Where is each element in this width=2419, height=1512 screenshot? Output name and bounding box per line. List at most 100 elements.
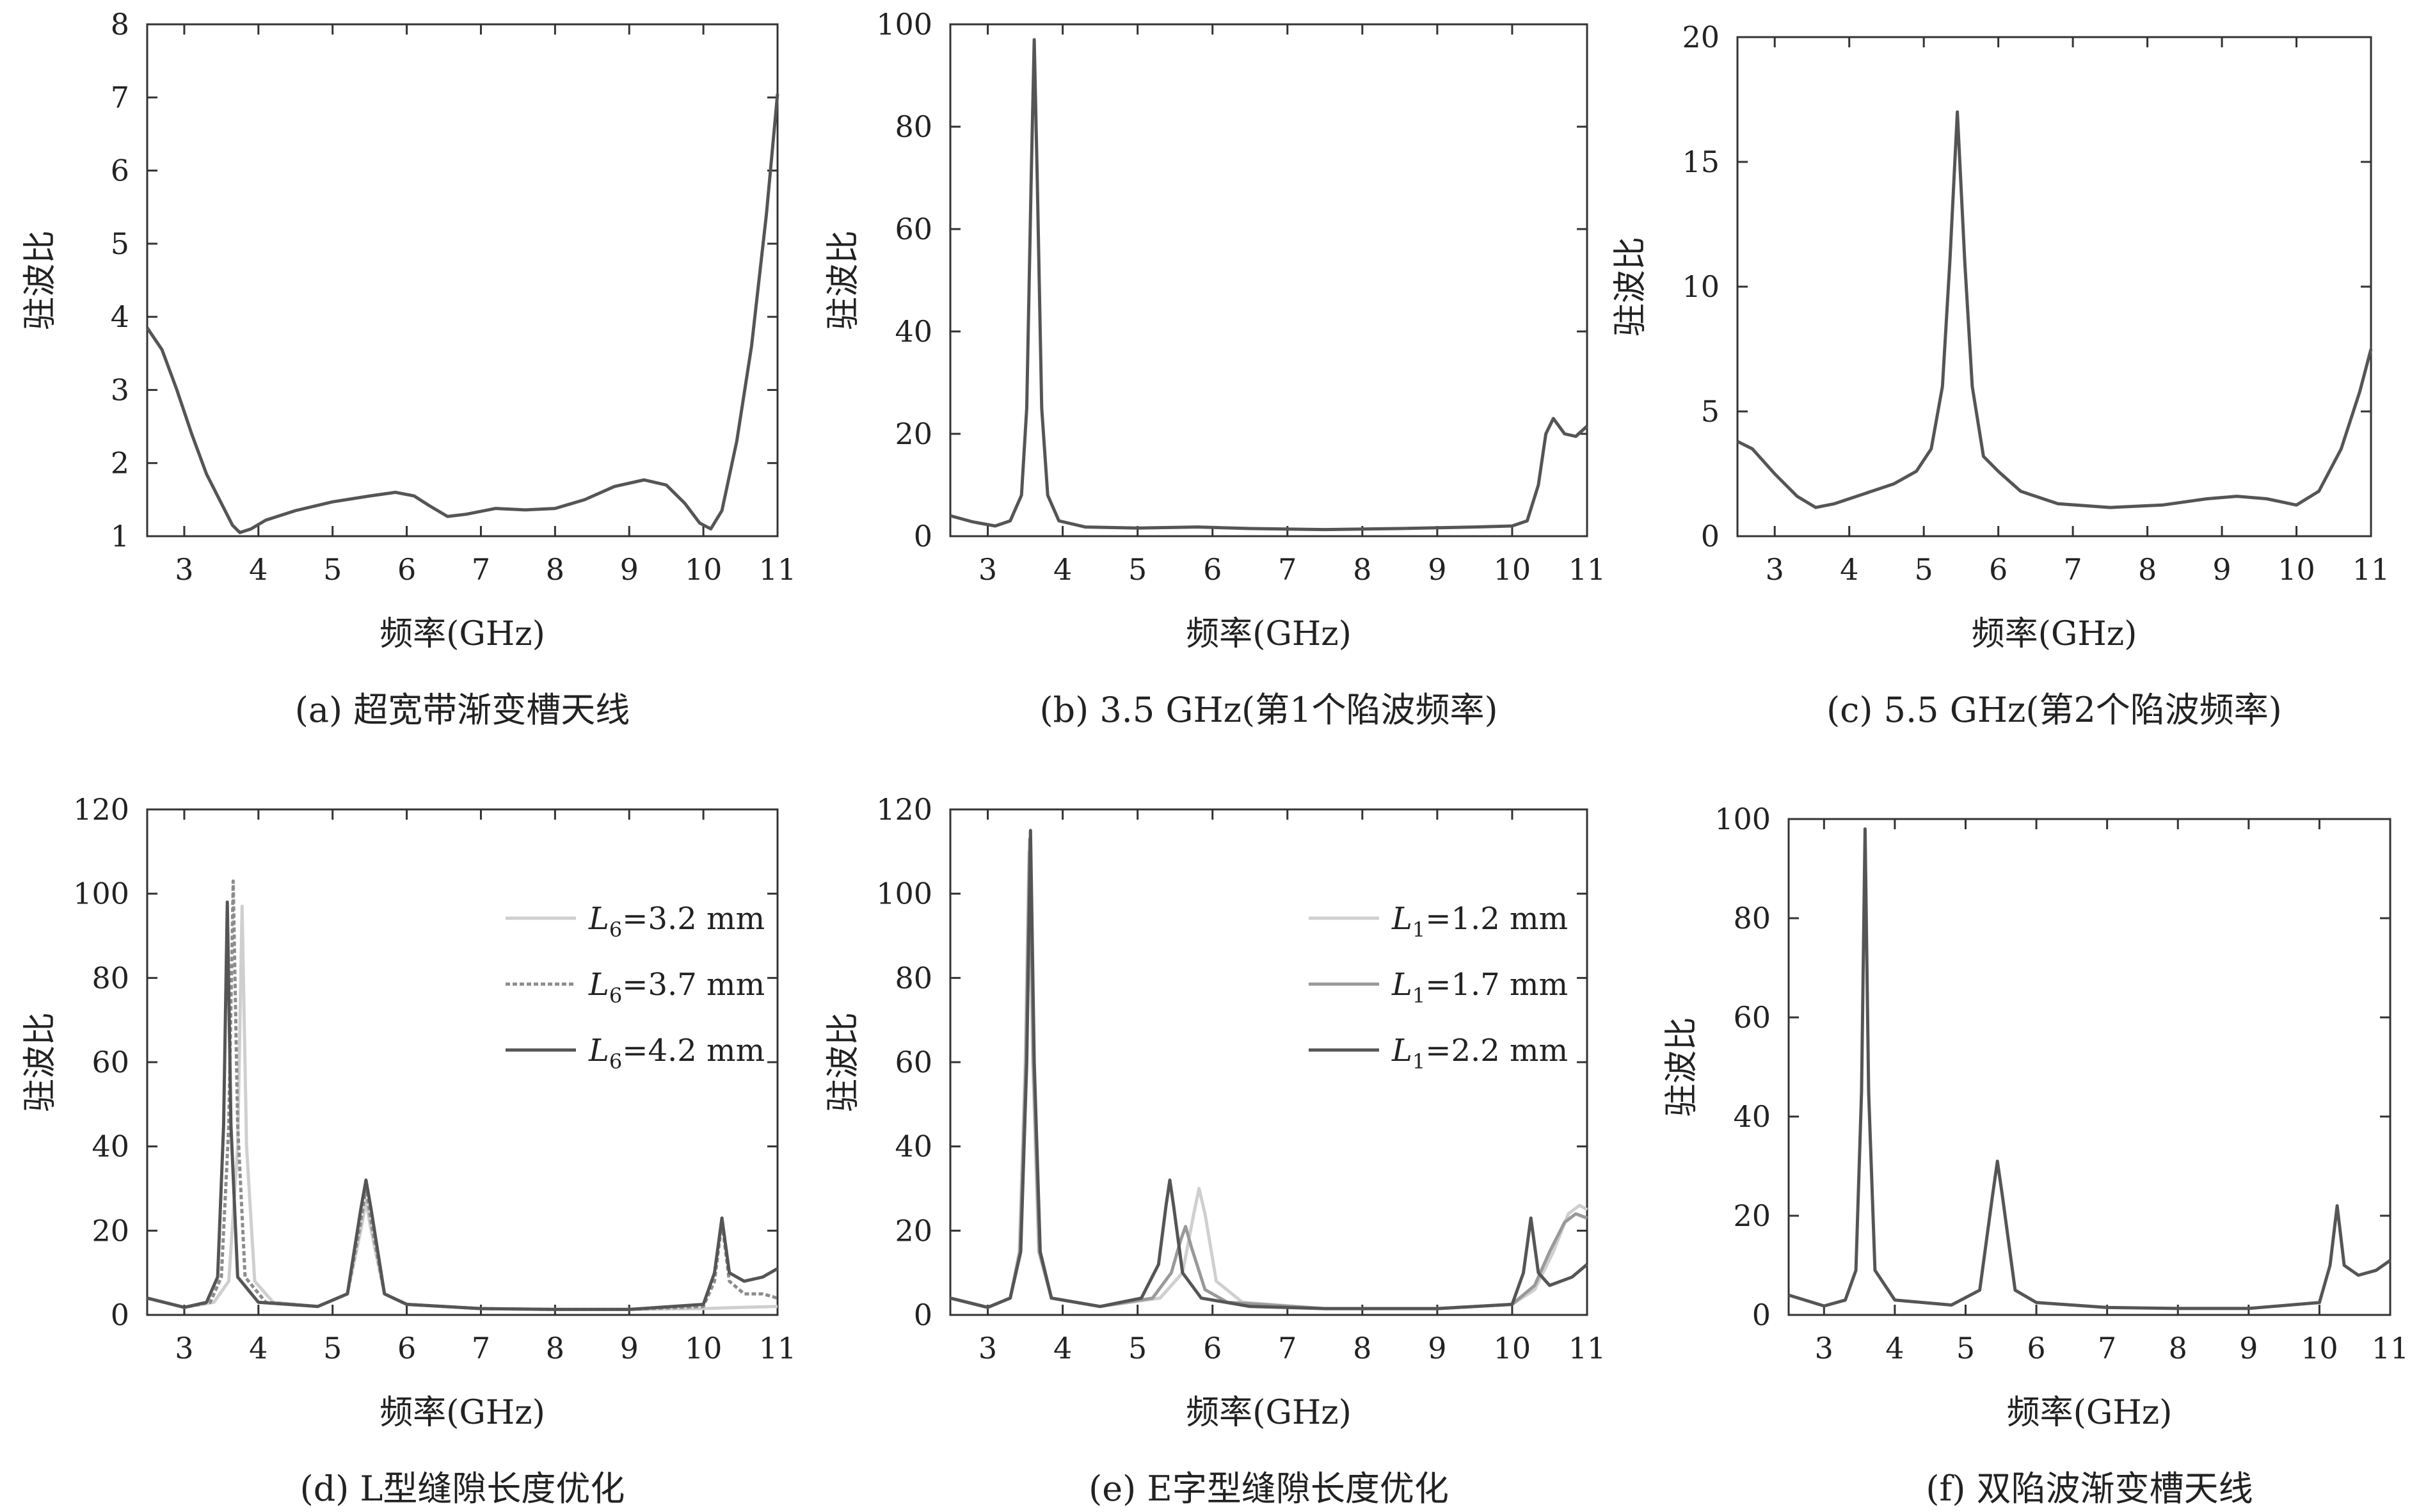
x-tick-label: 5 bbox=[323, 552, 342, 587]
y-tick-label: 0 bbox=[1701, 519, 1720, 553]
y-tick-label: 6 bbox=[111, 154, 129, 188]
x-tick-label: 6 bbox=[397, 1331, 416, 1365]
x-tick-label: 4 bbox=[1885, 1331, 1904, 1365]
x-tick-label: 10 bbox=[685, 552, 723, 587]
y-tick-label: 20 bbox=[92, 1213, 129, 1248]
legend-label: L6=3.2 mm bbox=[588, 901, 765, 942]
x-tick-label: 8 bbox=[2169, 1331, 2187, 1365]
x-tick-label: 9 bbox=[2212, 552, 2231, 587]
x-tick-label: 3 bbox=[978, 1331, 997, 1365]
y-tick-label: 40 bbox=[92, 1129, 129, 1164]
y-axis-label: 驻波比 bbox=[1663, 1017, 1701, 1117]
x-tick-label: 10 bbox=[1494, 552, 1531, 587]
y-tick-label: 15 bbox=[1682, 145, 1720, 179]
legend-entry: L6=4.2 mm bbox=[506, 1033, 765, 1074]
x-tick-label: 7 bbox=[472, 552, 490, 587]
y-tick-label: 0 bbox=[1752, 1298, 1771, 1332]
x-tick-label: 5 bbox=[1128, 552, 1147, 587]
x-tick-label: 10 bbox=[2301, 1331, 2338, 1365]
y-tick-label: 60 bbox=[895, 212, 932, 246]
chart-panel-2: 3 4 5 6 7 8 9 10 11 0 20 40 60 80 100 频率(GHz) 驻波比 (b) 3.5… bbox=[824, 7, 1606, 730]
y-tick-label: 40 bbox=[895, 314, 932, 349]
x-tick-label: 8 bbox=[1353, 1331, 1371, 1365]
plot-frame bbox=[1736, 36, 2372, 537]
x-tick-label: 10 bbox=[2278, 552, 2315, 587]
y-tick-label: 5 bbox=[1701, 394, 1720, 429]
x-axis-label: 频率(GHz) bbox=[1186, 615, 1352, 653]
y-tick-label: 0 bbox=[914, 519, 932, 553]
y-tick-label: 20 bbox=[1733, 1198, 1771, 1233]
x-tick-label: 11 bbox=[2372, 1331, 2409, 1365]
x-tick-label: 8 bbox=[546, 552, 564, 587]
y-axis-label: 驻波比 bbox=[21, 1012, 60, 1112]
y-tick-label: 0 bbox=[914, 1298, 932, 1332]
x-tick-label: 9 bbox=[620, 552, 639, 587]
y-tick-label: 80 bbox=[895, 109, 932, 144]
x-tick-label: 4 bbox=[1840, 552, 1858, 587]
x-axis-label: 频率(GHz) bbox=[1186, 1394, 1352, 1432]
legend-entry: L1=1.2 mm bbox=[1309, 901, 1568, 942]
y-tick-label: 60 bbox=[1733, 1000, 1771, 1035]
x-tick-label: 8 bbox=[2138, 552, 2157, 587]
y-tick-label: 20 bbox=[895, 1213, 932, 1248]
plot-frame bbox=[1787, 818, 2391, 1316]
x-tick-label: 3 bbox=[175, 1331, 193, 1365]
panel-caption: (c) 5.5 GHz(第2个陷波频率) bbox=[1826, 690, 2282, 730]
x-tick-label: 8 bbox=[546, 1331, 564, 1365]
x-tick-label: 6 bbox=[1203, 552, 1222, 587]
x-tick-label: 6 bbox=[1989, 552, 2008, 587]
y-axis-label: 驻波比 bbox=[824, 1012, 863, 1112]
x-tick-label: 7 bbox=[1278, 552, 1297, 587]
y-tick-label: 80 bbox=[92, 960, 129, 995]
x-tick-label: 7 bbox=[2098, 1331, 2116, 1365]
x-tick-label: 11 bbox=[759, 1331, 797, 1365]
plot-frame bbox=[949, 23, 1588, 537]
y-axis-label: 驻波比 bbox=[1611, 237, 1650, 337]
y-axis-label: 驻波比 bbox=[21, 230, 60, 330]
plot-frame bbox=[146, 23, 779, 537]
x-tick-label: 11 bbox=[1569, 552, 1606, 587]
y-tick-label: 3 bbox=[111, 372, 129, 407]
legend-label: L1=1.7 mm bbox=[1391, 967, 1568, 1008]
x-tick-label: 3 bbox=[978, 552, 997, 587]
series-line-1 bbox=[1788, 827, 2391, 1310]
chart-panel-5: 3 4 5 6 7 8 9 10 11 0 20 40 60 80 100 120 频率(GHz) 驻波比 (e) … bbox=[824, 792, 1606, 1509]
x-tick-label: 3 bbox=[1815, 1331, 1833, 1365]
y-tick-label: 120 bbox=[876, 792, 932, 827]
y-tick-label: 40 bbox=[1733, 1099, 1771, 1134]
panel-caption: (f) 双陷波渐变槽天线 bbox=[1926, 1468, 2253, 1509]
series-line-1 bbox=[950, 38, 1588, 532]
y-tick-label: 20 bbox=[1682, 20, 1720, 54]
series-line-1 bbox=[1736, 110, 2373, 509]
y-tick-label: 80 bbox=[895, 960, 932, 995]
panel-caption: (d) L型缝隙长度优化 bbox=[300, 1468, 625, 1509]
y-tick-label: 10 bbox=[1682, 269, 1720, 304]
x-tick-label: 10 bbox=[685, 1331, 723, 1365]
x-tick-label: 5 bbox=[1128, 1331, 1147, 1365]
x-tick-label: 3 bbox=[1766, 552, 1784, 587]
chart-panel-6: 3 4 5 6 7 8 9 10 11 0 20 40 60 80 100 频率(GHz) 驻波比 (f) 双陷波… bbox=[1663, 802, 2409, 1509]
x-tick-label: 5 bbox=[323, 1331, 342, 1365]
x-tick-label: 8 bbox=[1353, 552, 1371, 587]
x-tick-label: 11 bbox=[759, 552, 797, 587]
y-tick-label: 40 bbox=[895, 1129, 932, 1164]
y-tick-label: 120 bbox=[73, 792, 129, 827]
y-tick-label: 100 bbox=[876, 7, 932, 42]
x-axis-label: 频率(GHz) bbox=[1972, 615, 2137, 653]
legend-label: L6=4.2 mm bbox=[588, 1033, 765, 1074]
x-tick-label: 4 bbox=[1053, 552, 1072, 587]
y-tick-label: 60 bbox=[895, 1045, 932, 1079]
y-tick-label: 100 bbox=[1714, 802, 1771, 836]
x-tick-label: 9 bbox=[1428, 1331, 1446, 1365]
y-tick-label: 7 bbox=[111, 80, 129, 115]
chart-panel-3: 3 4 5 6 7 8 9 10 11 0 5 10 15 20 频率(GHz) 驻波比 (c) 5.5 GHz… bbox=[1611, 20, 2390, 730]
panel-caption: (a) 超宽带渐变槽天线 bbox=[295, 690, 630, 730]
y-tick-label: 8 bbox=[111, 7, 129, 42]
y-tick-label: 5 bbox=[111, 227, 129, 261]
y-tick-label: 20 bbox=[895, 417, 932, 451]
x-tick-label: 4 bbox=[249, 552, 267, 587]
y-tick-label: 60 bbox=[92, 1045, 129, 1079]
x-tick-label: 5 bbox=[1956, 1331, 1975, 1365]
x-axis-label: 频率(GHz) bbox=[379, 615, 545, 653]
